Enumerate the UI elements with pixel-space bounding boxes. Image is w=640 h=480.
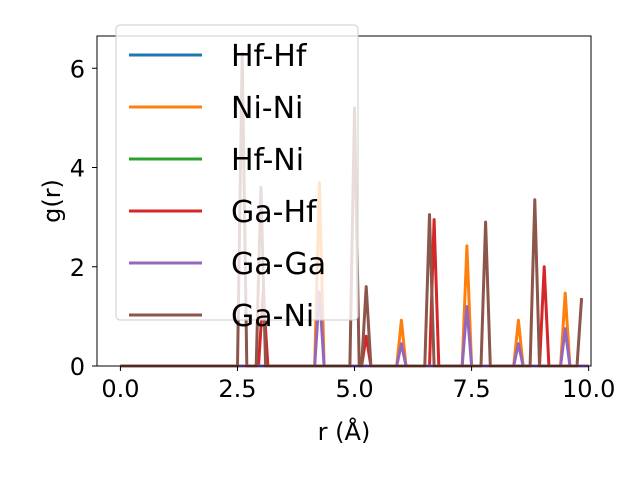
legend-label: Hf-Ni <box>231 143 304 178</box>
x-tick-label: 7.5 <box>453 375 491 403</box>
legend-label: Hf-Hf <box>231 39 308 74</box>
x-tick-label: 0.0 <box>101 375 139 403</box>
legend-label: Ga-Ni <box>231 299 314 334</box>
legend-label: Ga-Hf <box>231 195 318 230</box>
series-line-ga-ga <box>120 290 589 368</box>
x-axis: 0.0 2.5 5.0 7.5 10.0 <box>101 366 615 403</box>
x-axis-label: r (Å) <box>318 417 371 446</box>
legend-label: Ga-Ga <box>231 247 326 282</box>
y-tick-label: 2 <box>70 254 85 282</box>
y-axis: 0 2 4 6 <box>70 55 97 381</box>
legend-label: Ni-Ni <box>231 91 303 126</box>
x-tick-label: 5.0 <box>335 375 373 403</box>
y-tick-label: 4 <box>70 155 85 183</box>
legend-frame <box>115 24 359 321</box>
x-tick-label: 2.5 <box>218 375 256 403</box>
y-tick-label: 6 <box>70 55 85 83</box>
x-tick-label: 10.0 <box>562 375 615 403</box>
y-tick-label: 0 <box>70 353 85 381</box>
y-axis-label: g(r) <box>38 179 66 223</box>
legend: Hf-Hf Ni-Ni Hf-Ni Ga-Hf Ga-Ga Ga-Ni <box>115 24 359 334</box>
